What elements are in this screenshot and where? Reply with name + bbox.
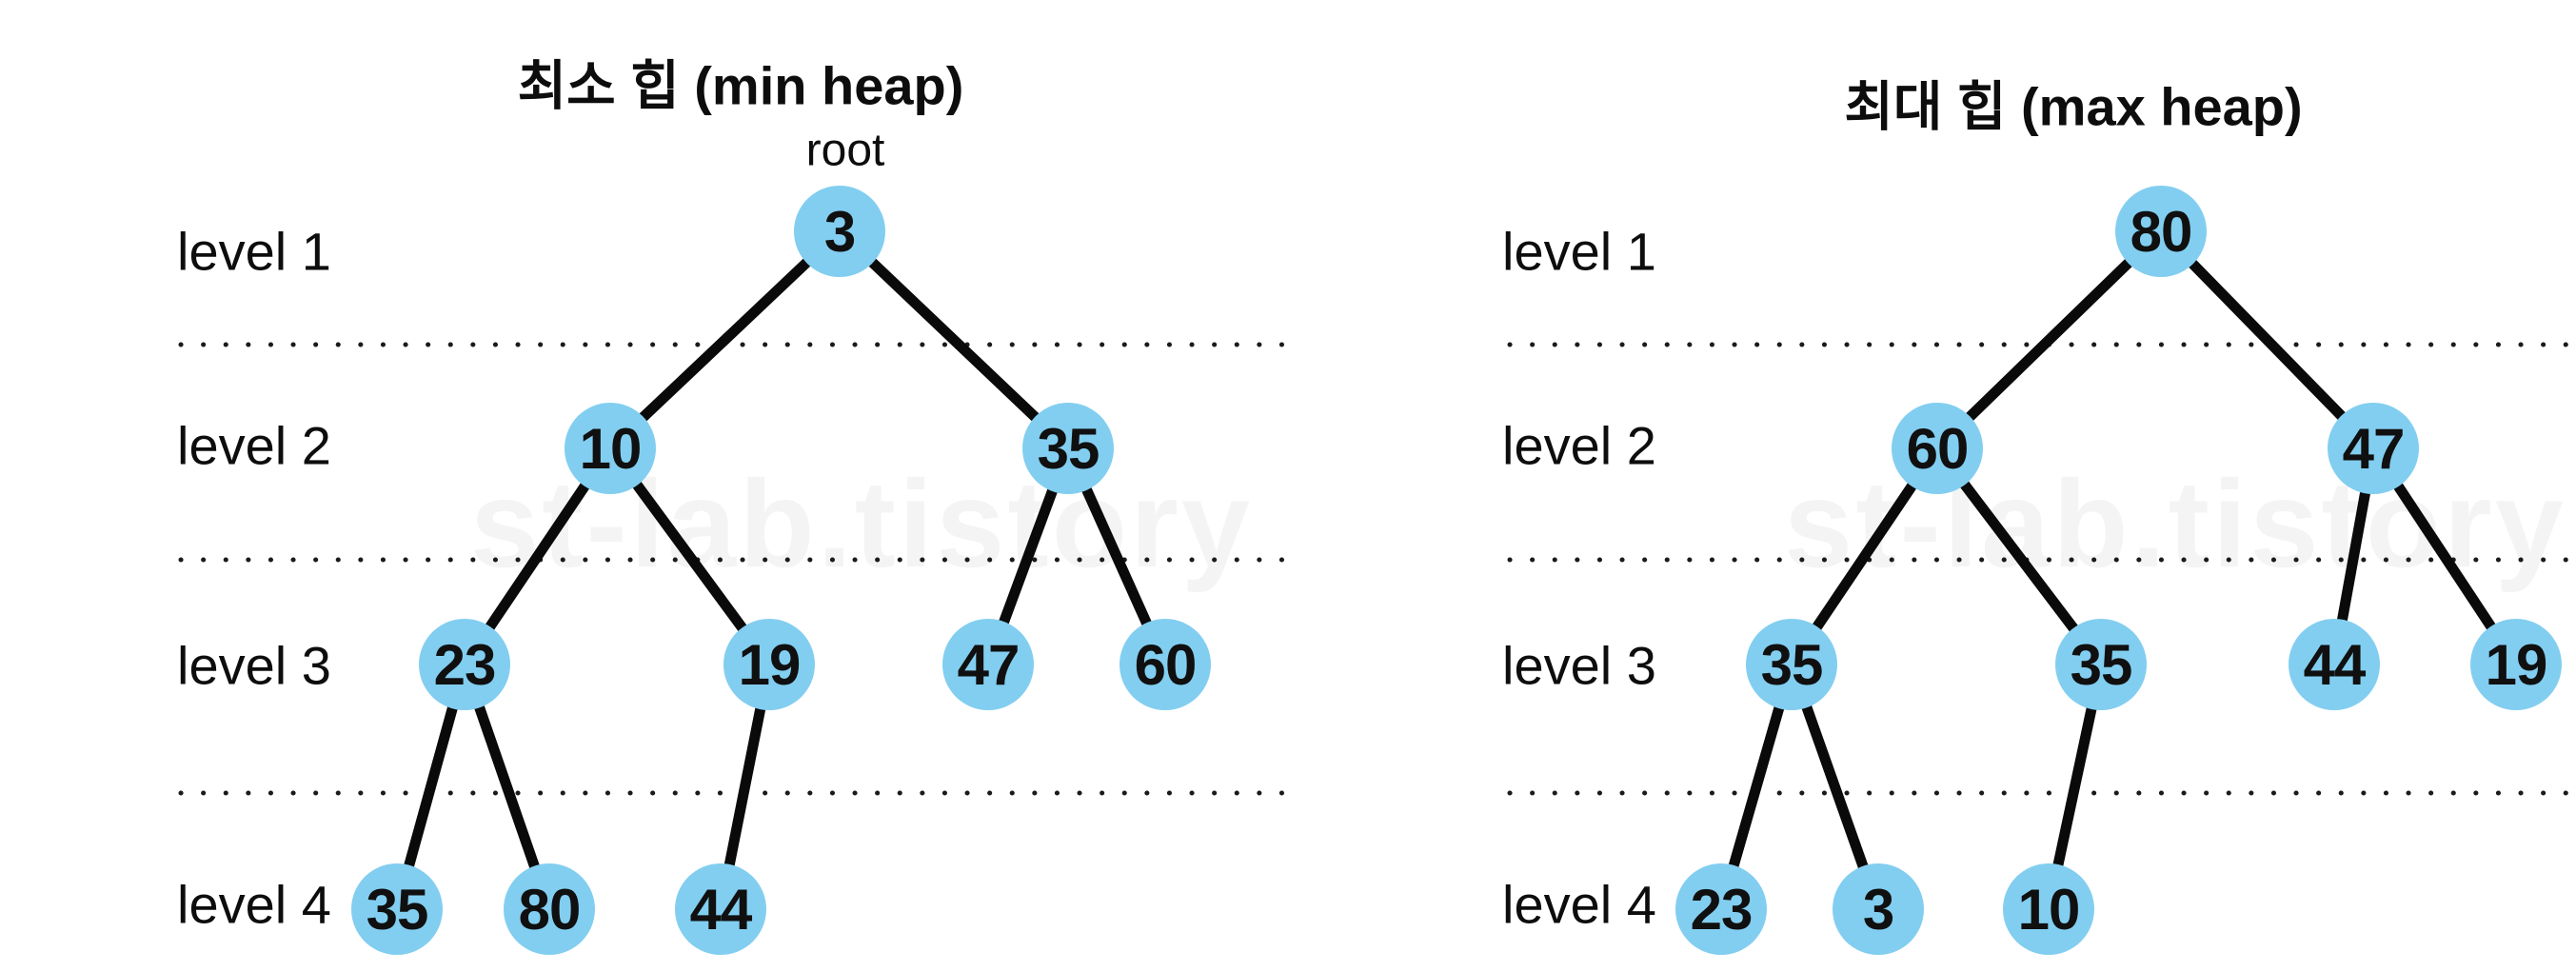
- heap-node-min-heap-n9: 80: [504, 863, 595, 955]
- heap-node-max-heap-m4: 35: [1746, 619, 1837, 710]
- level-label-max-heap-1: level 1: [1502, 221, 1656, 282]
- heap-node-max-heap-m10: 10: [2003, 863, 2094, 955]
- heap-node-min-heap-n4: 23: [419, 619, 510, 710]
- heap-node-min-heap-n5: 19: [723, 619, 815, 710]
- heap-node-min-heap-n7: 60: [1120, 619, 1211, 710]
- tree-edge-min-heap: [834, 226, 1074, 454]
- heap-node-max-heap-m2: 60: [1892, 403, 1983, 494]
- level-label-min-heap-2: level 2: [177, 415, 331, 476]
- heap-node-min-heap-n2: 10: [565, 403, 656, 494]
- heap-node-min-heap-n8: 35: [351, 863, 443, 955]
- max-heap-title: 최대 힙 (max heap): [1844, 76, 2303, 137]
- tree-edge-max-heap: [2155, 226, 2379, 454]
- level-label-min-heap-1: level 1: [177, 221, 331, 282]
- heap-node-max-heap-m8: 23: [1675, 863, 1767, 955]
- heap-node-max-heap-m9: 3: [1833, 863, 1924, 955]
- heap-node-max-heap-m1: 80: [2115, 186, 2207, 277]
- root-label: root: [805, 125, 885, 176]
- tree-edge-min-heap: [604, 226, 845, 454]
- level-label-max-heap-3: level 3: [1502, 635, 1656, 696]
- level-label-max-heap-4: level 4: [1502, 874, 1656, 935]
- heap-node-max-heap-m7: 19: [2470, 619, 2562, 710]
- level-label-min-heap-3: level 3: [177, 635, 331, 696]
- heap-node-min-heap-n10: 44: [675, 863, 766, 955]
- tree-edge-max-heap: [1932, 226, 2167, 454]
- heap-node-min-heap-n1: 3: [794, 186, 885, 277]
- heap-node-max-heap-m6: 44: [2289, 619, 2380, 710]
- heap-node-min-heap-n6: 47: [942, 619, 1034, 710]
- heap-node-max-heap-m3: 47: [2328, 403, 2419, 494]
- level-label-min-heap-4: level 4: [177, 874, 331, 935]
- heap-node-max-heap-m5: 35: [2055, 619, 2147, 710]
- min-heap-title: 최소 힙 (min heap): [517, 55, 964, 116]
- level-label-max-heap-2: level 2: [1502, 415, 1656, 476]
- heap-node-min-heap-n3: 35: [1022, 403, 1114, 494]
